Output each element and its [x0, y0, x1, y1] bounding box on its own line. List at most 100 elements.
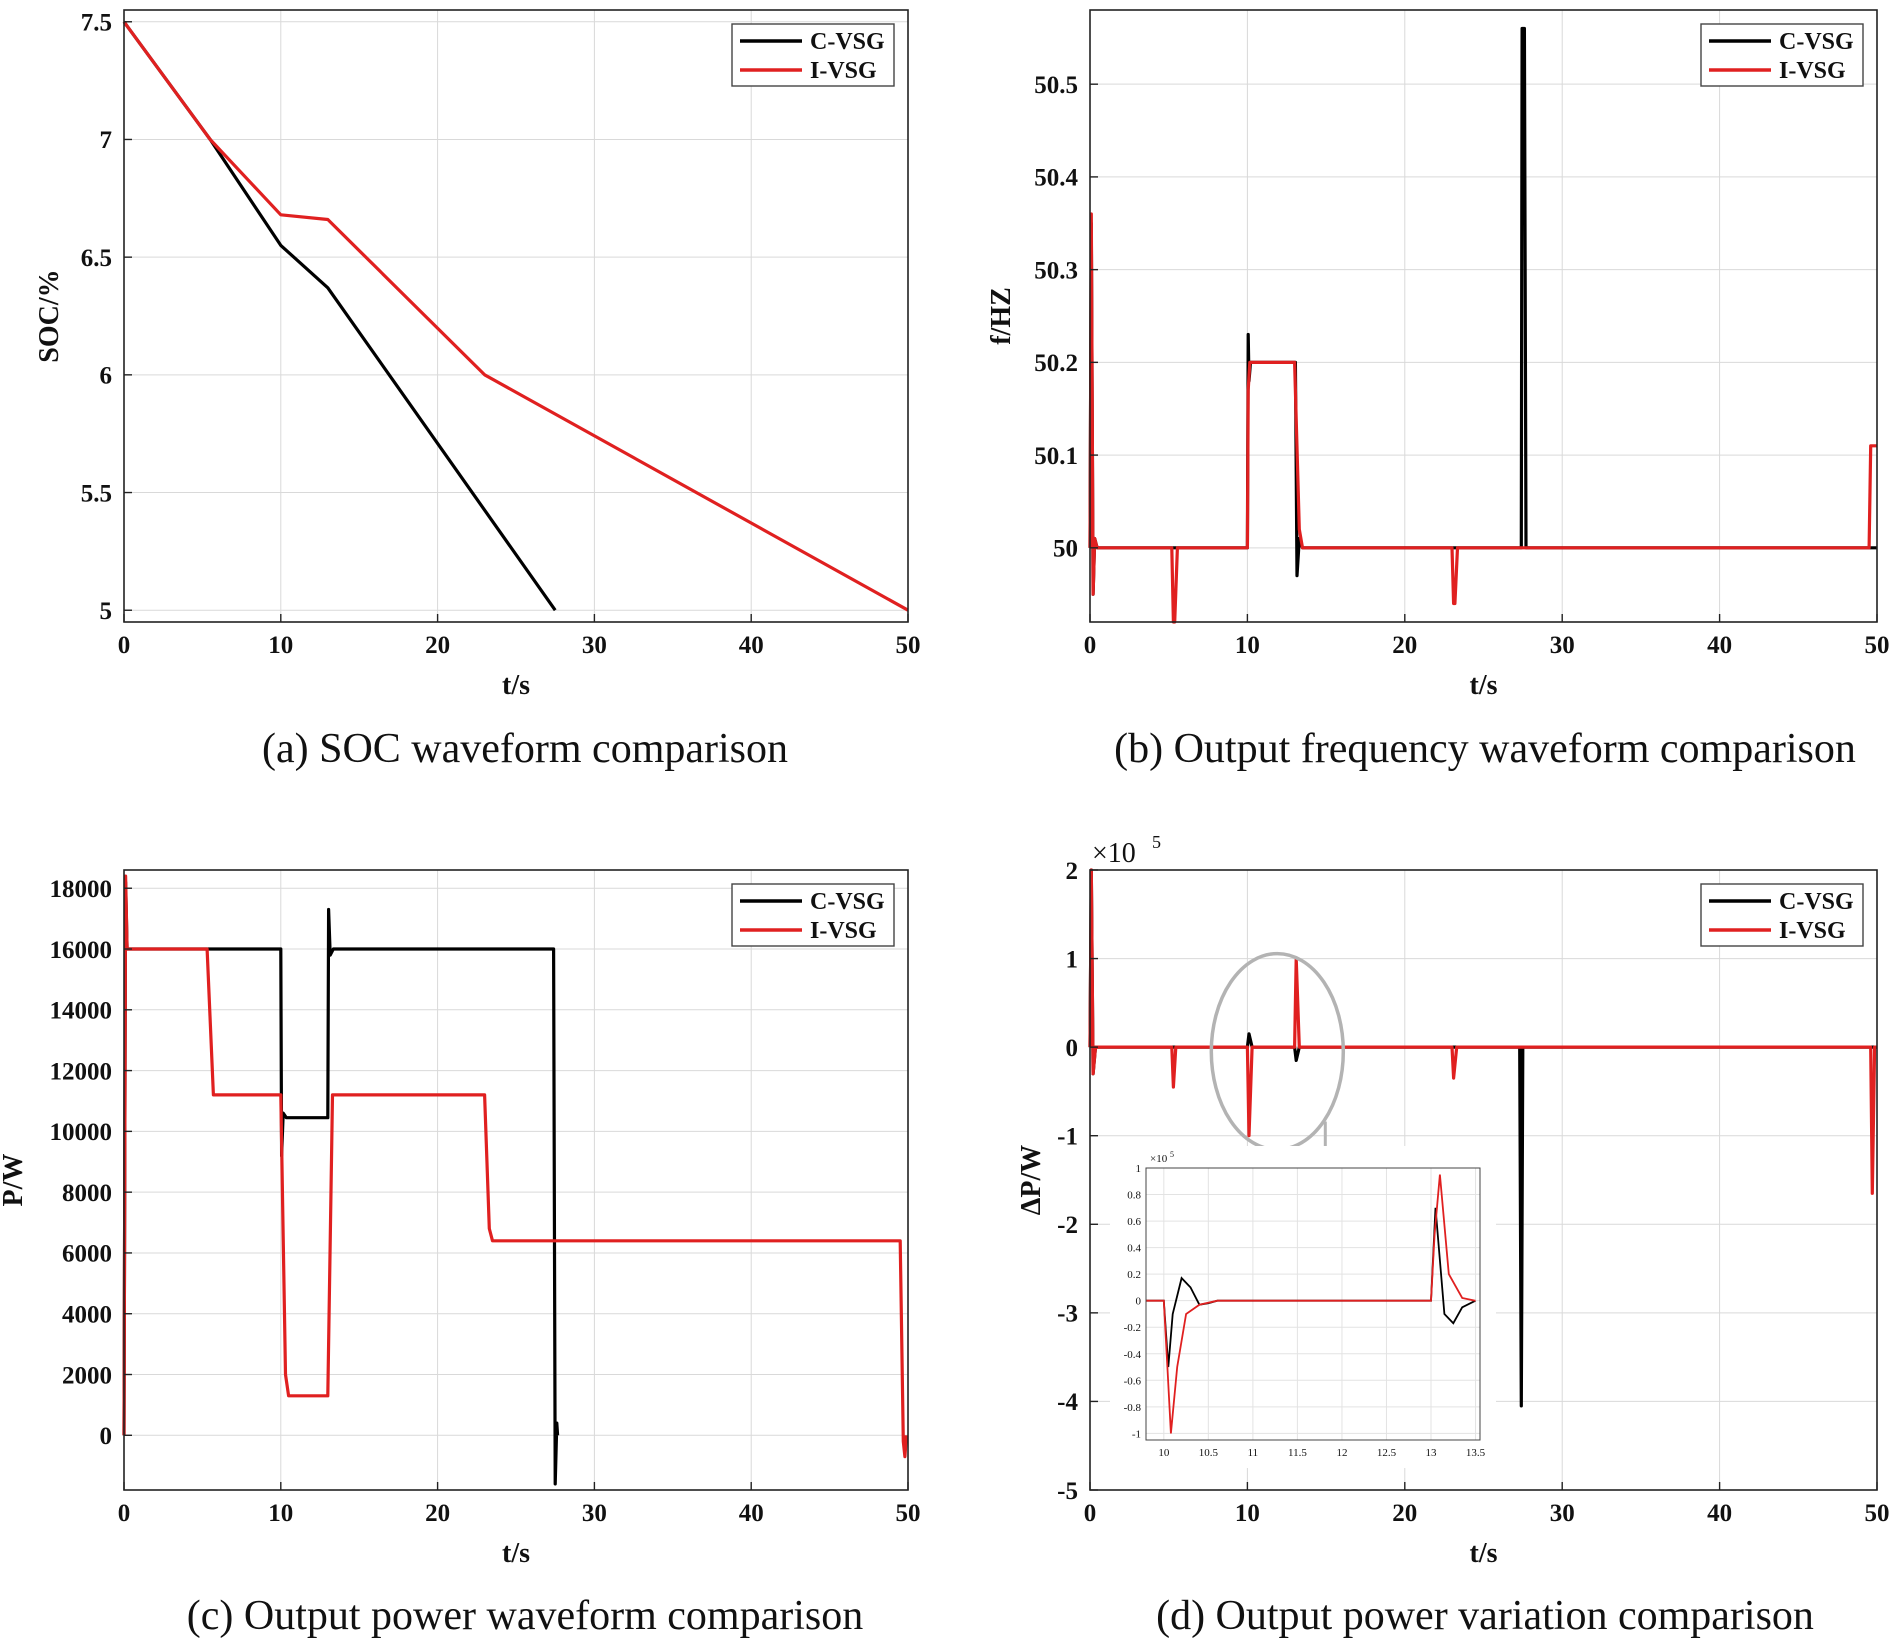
x-tick-label: 40 — [1707, 632, 1732, 659]
plot-frame — [1089, 869, 1878, 1491]
series-line-i-vsg — [122, 20, 909, 612]
inset-y-tick-label: -1 — [1132, 1428, 1141, 1440]
y-tick-label: 50.3 — [1034, 257, 1078, 284]
x-axis-label: t/s — [1470, 1538, 1498, 1569]
y-tick-label: -3 — [1057, 1301, 1078, 1328]
inset-y-tick-label: 1 — [1136, 1163, 1142, 1175]
x-tick-label: 10 — [1235, 1500, 1260, 1527]
y-tick-label: 50.2 — [1034, 350, 1078, 377]
y-tick-label: -5 — [1057, 1478, 1078, 1505]
legend-label: C-VSG — [1779, 29, 1854, 55]
inset-y-tick-label: 0.2 — [1127, 1269, 1141, 1281]
x-tick-label: 40 — [739, 1500, 764, 1527]
panel-frequency-waveform: 0 10 20 30 40 50 50 50.1 50.2 50.3 50.4 50.5 t/s f/HZ… — [986, 9, 1890, 701]
y-tick-label: 14000 — [50, 998, 113, 1025]
y-tick-label: 0 — [100, 1423, 113, 1450]
x-tick-label: 40 — [739, 632, 764, 659]
inset-y-tick-label: 0.6 — [1127, 1216, 1141, 1228]
panel-power-waveform: 0 10 20 30 40 50 0 2000 4000 6000 8000 10000 12000 14… — [0, 869, 921, 1569]
y-tick-label: 6000 — [62, 1241, 112, 1268]
y-axis-label: ΔP/W — [1016, 1145, 1047, 1215]
inset-y-tick-label: 0.4 — [1127, 1243, 1141, 1255]
highlight-ellipse — [1209, 951, 1346, 1152]
inset-x-tick-label: 10 — [1158, 1447, 1170, 1459]
x-tick-label: 0 — [1084, 632, 1097, 659]
x-tick-label: 10 — [1235, 632, 1260, 659]
y-tick-label: -1 — [1057, 1123, 1078, 1150]
y-tick-label: 16000 — [50, 937, 113, 964]
x-tick-label: 30 — [1550, 1500, 1575, 1527]
caption-d: (d) Output power variation comparison — [1156, 1593, 1814, 1639]
y-tick-label: 4000 — [62, 1301, 112, 1328]
x-tick-label: 30 — [1550, 632, 1575, 659]
x-tick-label: 40 — [1707, 1500, 1732, 1527]
caption-c: (c) Output power waveform comparison — [186, 1593, 864, 1639]
legend-box — [731, 883, 895, 947]
y-tick-label: 0 — [1066, 1035, 1079, 1062]
caption-b: (b) Output frequency waveform comparison — [1114, 726, 1856, 772]
y-exponent-power: 5 — [1152, 832, 1161, 852]
panel-power-variation: 0 10 20 30 40 50-5-4-3-2-1012t/sΔP/WC-VSGI-VS… — [1016, 832, 1890, 1569]
inset-x-tick-label: 11.5 — [1288, 1447, 1307, 1459]
caption-a: (a) SOC waveform comparison — [261, 726, 789, 772]
x-tick-label: 30 — [582, 632, 607, 659]
x-tick-label: 50 — [896, 1500, 921, 1527]
inset-y-tick-label: -0.4 — [1124, 1349, 1142, 1361]
y-tick-label: 5 — [100, 598, 113, 625]
y-axis-label: SOC/% — [34, 269, 65, 362]
x-tick-label: 0 — [118, 1500, 131, 1527]
x-tick-label: 10 — [268, 632, 293, 659]
inset-x-tick-label: 13.5 — [1466, 1447, 1486, 1459]
inset-x-tick-label: 13 — [1426, 1447, 1438, 1459]
y-tick-label: 7.5 — [81, 10, 112, 37]
x-tick-label: 10 — [268, 1500, 293, 1527]
x-tick-label: 20 — [1392, 632, 1417, 659]
inset-frame — [1145, 1167, 1481, 1441]
y-tick-label: 5.5 — [81, 480, 112, 507]
y-axis-label: P/W — [0, 1154, 29, 1207]
x-tick-label: 20 — [1392, 1500, 1417, 1527]
series-line-i-vsg — [1088, 868, 1877, 1195]
inset-x-tick-label: 10.5 — [1199, 1447, 1219, 1459]
plot-frame — [123, 869, 909, 1491]
x-tick-label: 50 — [1865, 1500, 1890, 1527]
y-tick-label: -2 — [1057, 1212, 1078, 1239]
y-tick-label: 10000 — [50, 1119, 113, 1146]
series-line-i-vsg — [122, 874, 908, 1459]
legend-label: I-VSG — [810, 918, 877, 944]
x-tick-label: 30 — [582, 1500, 607, 1527]
series-line-i-vsg — [1088, 212, 1877, 624]
x-axis-label: t/s — [502, 670, 530, 701]
inset-y-tick-label: -0.6 — [1124, 1375, 1142, 1387]
series-line-c-vsg — [122, 880, 560, 1486]
y-tick-label: 6 — [100, 363, 113, 390]
inset-x-tick-label: 11 — [1248, 1447, 1259, 1459]
y-tick-label: 7 — [100, 127, 113, 154]
y-axis-label: f/HZ — [986, 287, 1017, 345]
y-tick-label: 50.1 — [1034, 443, 1078, 470]
y-tick-label: 8000 — [62, 1180, 112, 1207]
y-tick-label: 50.4 — [1034, 165, 1078, 192]
plot-frame — [1089, 9, 1878, 623]
x-axis-label: t/s — [502, 1538, 530, 1569]
y-tick-label: 18000 — [50, 876, 113, 903]
legend-label: I-VSG — [810, 58, 877, 84]
inset-exponent-label: ×10 — [1150, 1153, 1168, 1165]
x-axis-label: t/s — [1470, 670, 1498, 701]
legend-label: C-VSG — [810, 29, 885, 55]
legend-box — [1700, 883, 1864, 947]
x-tick-label: 0 — [1084, 1500, 1097, 1527]
legend-box — [731, 23, 895, 87]
x-tick-label: 0 — [118, 632, 131, 659]
y-exponent-label: ×10 — [1092, 838, 1136, 869]
panel-soc-waveform: 0 10 20 30 40 50 5 5.5 6 6.5 7 7.5 t/s SOC/% C-VSG I-VS… — [34, 9, 921, 701]
x-tick-label: 20 — [425, 1500, 450, 1527]
plot-frame — [123, 9, 909, 623]
x-tick-label: 50 — [1865, 632, 1890, 659]
y-tick-label: 1 — [1066, 946, 1079, 973]
inset-x-tick-label: 12 — [1336, 1447, 1347, 1459]
legend-label: I-VSG — [1779, 918, 1846, 944]
inset-y-tick-label: 0 — [1136, 1296, 1142, 1308]
x-tick-label: 50 — [896, 632, 921, 659]
